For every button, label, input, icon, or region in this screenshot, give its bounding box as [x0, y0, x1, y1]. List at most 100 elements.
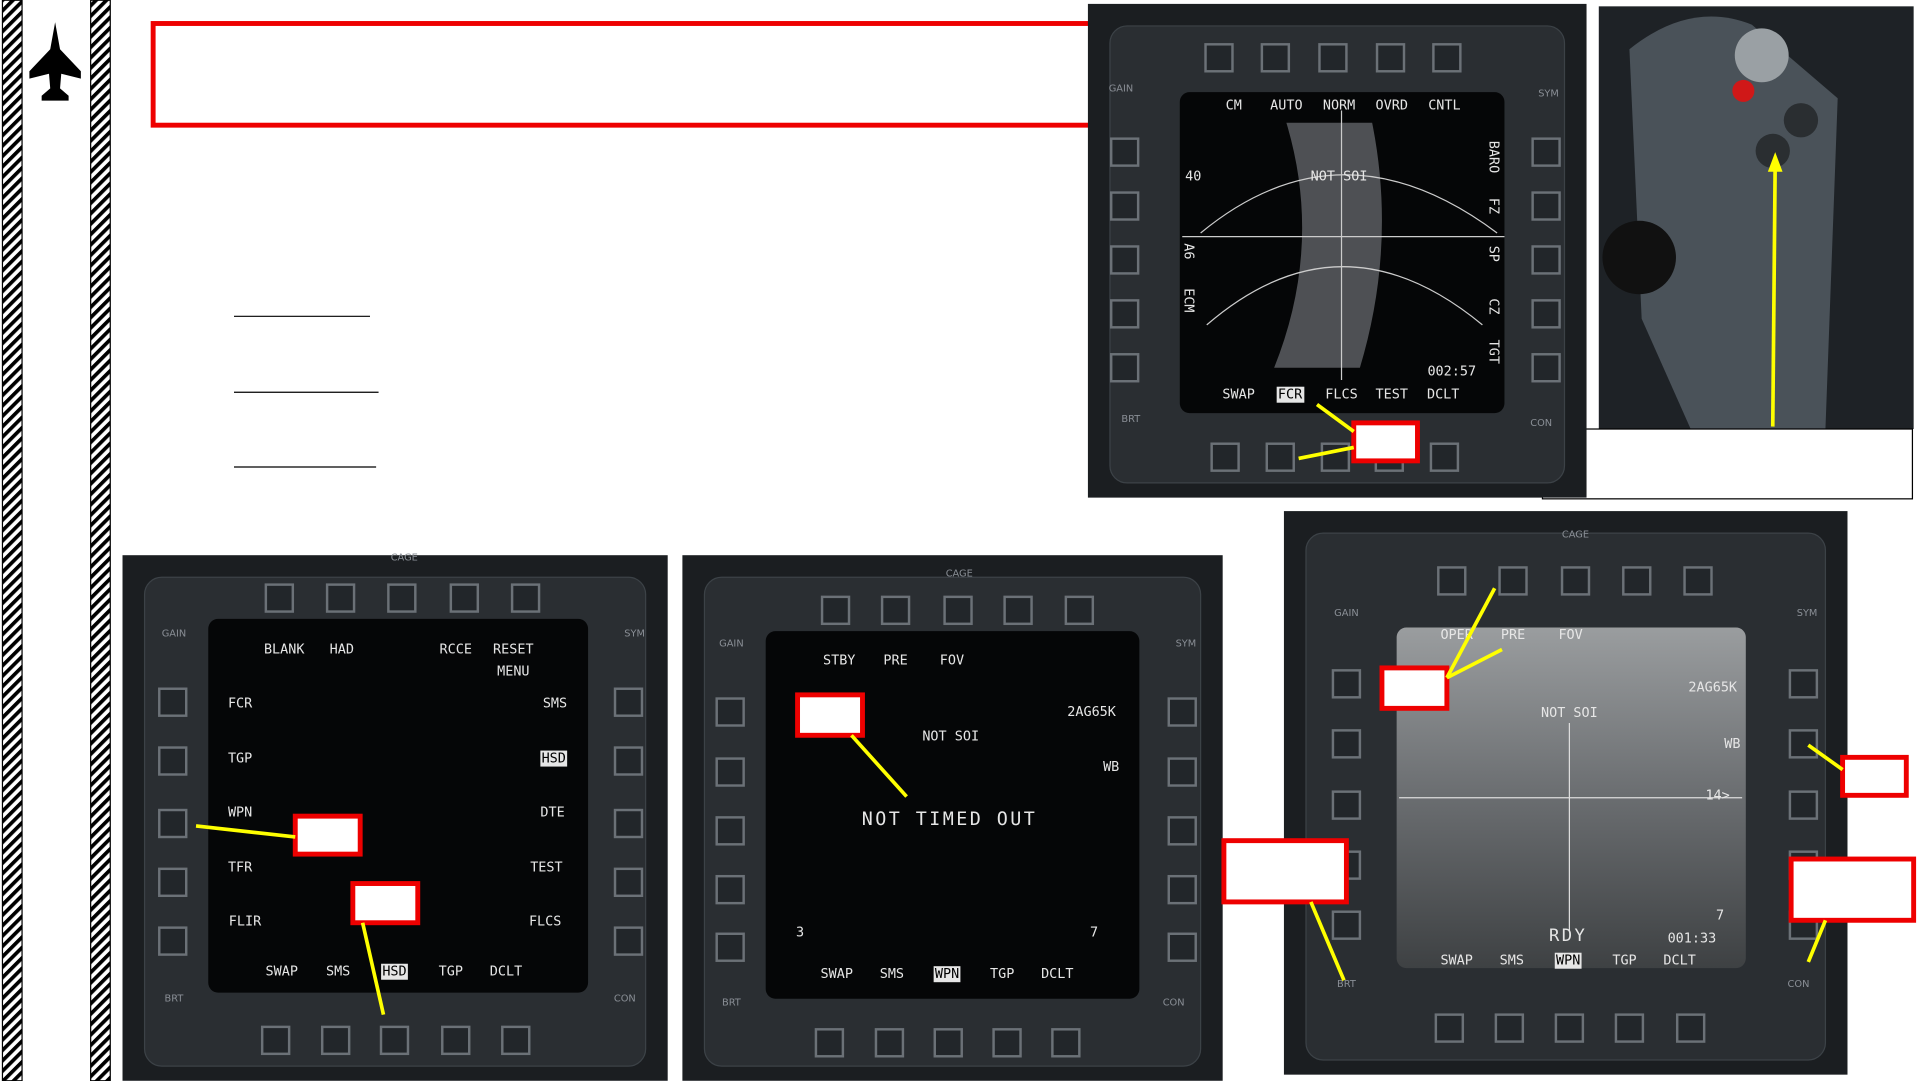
- mfd-label: CZ: [1485, 298, 1501, 314]
- osb-button: [1434, 1013, 1465, 1043]
- mfd: OPER PRE FOV 2AG65K NOT SOI WB 14> RDY 7 001:33 SW…: [1283, 511, 1848, 1075]
- osb-button: [1051, 1028, 1081, 1058]
- osb-button: [158, 687, 188, 717]
- mfd-label: PRE: [1501, 627, 1525, 643]
- mfd-label: HSD: [382, 964, 406, 980]
- osb-button: [1064, 595, 1095, 626]
- osb-button: [1210, 442, 1240, 472]
- bezel-label: GAIN: [162, 629, 187, 640]
- mfd-label: RCCE: [440, 642, 472, 658]
- mfd-label: WPN: [935, 966, 959, 982]
- mfd-label: 40: [1185, 169, 1201, 185]
- osb-button: [1265, 442, 1295, 472]
- mfd-label: SMS: [880, 966, 904, 982]
- osb-button: [820, 595, 851, 626]
- osb-button: [1318, 43, 1348, 73]
- osb-button: [715, 697, 745, 727]
- mfd-label: SMS: [543, 695, 567, 711]
- mfd: STBY PRE FOV 2AG65K NOT SOI WB NOT TIMED OUT 3 7…: [682, 555, 1223, 1081]
- mfd-label: OPER: [1440, 627, 1473, 643]
- sidebar-hatch: [90, 0, 111, 1082]
- mfd-label: FOV: [1558, 627, 1582, 643]
- mfd-label: SWAP: [821, 966, 853, 982]
- osb-button: [1331, 669, 1362, 699]
- bezel-label: BRT: [1121, 414, 1141, 425]
- osb-button: [1109, 245, 1140, 275]
- mfd-label: 14>: [1705, 787, 1729, 803]
- osb-button: [1788, 790, 1819, 820]
- mfd-label: SWAP: [266, 964, 298, 980]
- osb-button: [449, 583, 480, 613]
- osb-button: [1531, 299, 1561, 329]
- bezel-label: SYM: [1176, 638, 1197, 649]
- mfd-label: SWAP: [1222, 387, 1254, 403]
- osb-button: [1167, 874, 1197, 905]
- mfd-label: RDY: [1549, 926, 1587, 946]
- osb-button: [1432, 43, 1462, 73]
- mfd-label: BLANK: [264, 642, 305, 658]
- osb-button: [501, 1025, 531, 1056]
- bezel-label: SYM: [1797, 608, 1818, 619]
- osb-button: [1531, 353, 1561, 383]
- mfd: CM AUTO NORM OVRD CNTL BARO FZ SP CZ TGT 40 A6 ECM NO…: [1087, 3, 1587, 498]
- osb-button: [613, 926, 644, 956]
- mfd-label: RESET: [493, 642, 534, 658]
- label-highlight: [540, 750, 568, 767]
- bezel-label: CON: [614, 994, 636, 1005]
- mfd-label: WPN: [1556, 953, 1580, 969]
- osb-button: [715, 757, 745, 787]
- mfd-label: FOV: [940, 653, 964, 669]
- mfd-label: DCLT: [1663, 953, 1695, 969]
- osb-button: [880, 595, 911, 626]
- mfd-label: NORM: [1323, 98, 1355, 114]
- bezel-label: CAGE: [391, 553, 418, 564]
- osb-button: [1531, 137, 1561, 167]
- osb-button: [1331, 790, 1362, 820]
- mfd-label: MENU: [497, 664, 529, 680]
- osb-button: [1204, 43, 1234, 73]
- osb-button: [1614, 1013, 1645, 1043]
- osb-button: [715, 932, 745, 962]
- mfd-label: DCLT: [1427, 387, 1459, 403]
- osb-button: [158, 867, 188, 898]
- osb-button: [264, 583, 295, 613]
- osb-button: [1622, 566, 1652, 596]
- mfd-label: CNTL: [1428, 98, 1460, 114]
- mfd-label: TGP: [228, 751, 252, 767]
- osb-button: [1109, 299, 1140, 329]
- osb-button: [874, 1028, 905, 1058]
- mfd-label: FLCS: [529, 914, 561, 930]
- mfd-label: NOT SOI: [1541, 705, 1598, 721]
- sidebar-hatch: [1, 0, 23, 1082]
- radar-returns: [1274, 122, 1382, 368]
- mfd-label: TEST: [1376, 387, 1408, 403]
- osb-button: [158, 746, 188, 776]
- mfd-label: TGP: [990, 966, 1014, 982]
- osb-button: [1109, 353, 1140, 383]
- osb-button: [1498, 566, 1528, 596]
- mfd-label: NOT SOI: [922, 729, 979, 745]
- osb-button: [715, 816, 745, 846]
- mfd-label: FLIR: [229, 914, 262, 930]
- mfd-label: ECM: [1180, 288, 1196, 312]
- mfd-label: HSD: [542, 751, 566, 767]
- mfd-label: 2AG65K: [1067, 704, 1117, 720]
- osb-button: [1167, 697, 1197, 727]
- mfd-label: TFR: [228, 860, 253, 876]
- bezel-label: CAGE: [946, 569, 973, 580]
- osb-button: [715, 874, 745, 905]
- osb-button: [1003, 595, 1033, 626]
- bezel-label: CON: [1530, 418, 1552, 429]
- osb-button: [1560, 566, 1591, 596]
- bezel-label: SYM: [1538, 88, 1559, 99]
- osb-button: [320, 1025, 351, 1056]
- osb-button: [1331, 729, 1362, 759]
- mfd-label: 7: [1716, 907, 1724, 923]
- osb-button: [1788, 669, 1819, 699]
- osb-button: [933, 1028, 963, 1058]
- osb-button: [1494, 1013, 1525, 1043]
- mfd-label: WB: [1103, 759, 1119, 775]
- osb-button: [1683, 566, 1713, 596]
- mfd-label: DCLT: [1041, 966, 1073, 982]
- mfd-label: FCR: [228, 695, 253, 711]
